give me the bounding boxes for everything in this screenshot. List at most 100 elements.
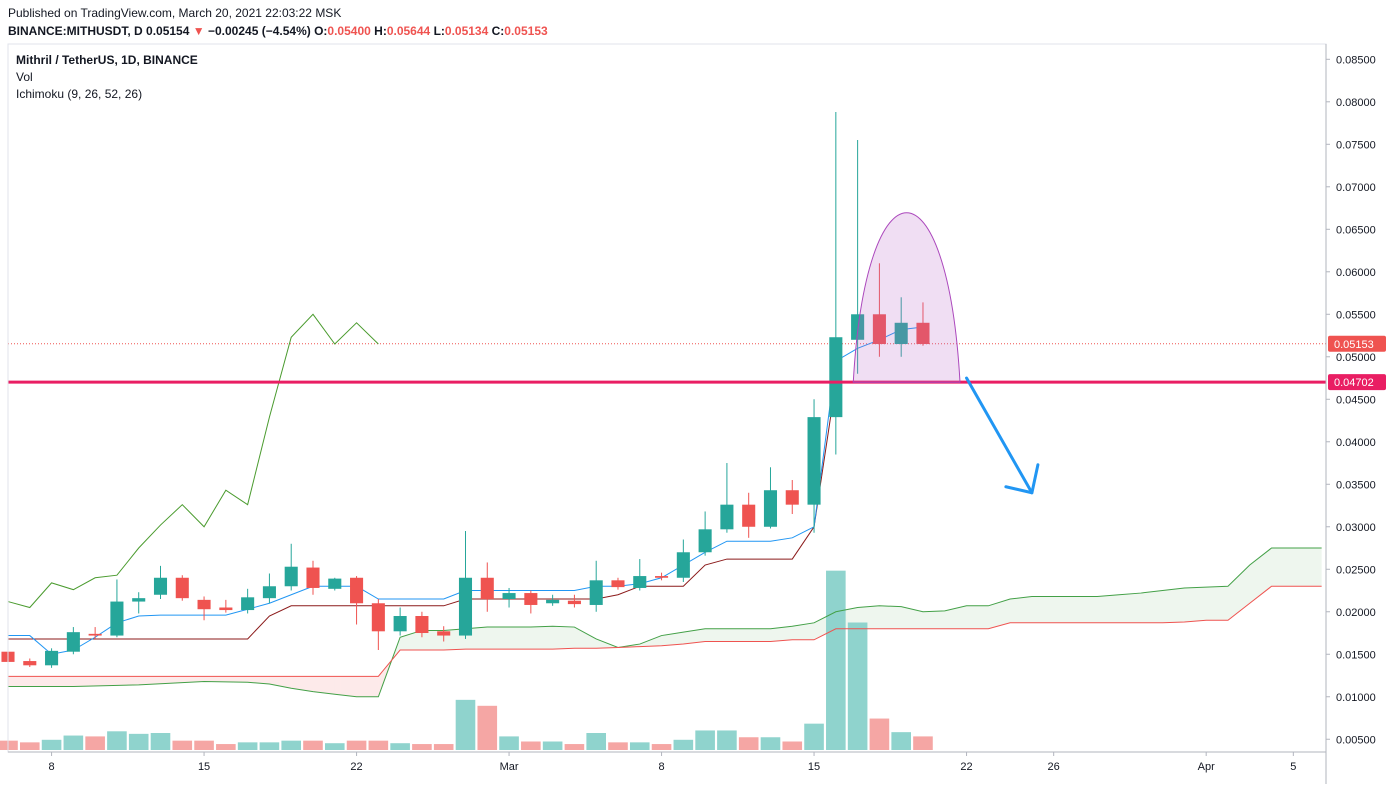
cloud-segment bbox=[792, 625, 798, 640]
cloud-segment bbox=[209, 676, 215, 682]
last-price-tag-bg bbox=[1328, 335, 1386, 352]
cloud-segment bbox=[144, 676, 150, 685]
cloud-segment bbox=[710, 628, 717, 642]
candle-body bbox=[437, 631, 451, 636]
candle-body bbox=[829, 337, 843, 418]
cloud-segment bbox=[541, 626, 548, 650]
cloud-segment bbox=[754, 628, 760, 642]
cloud-segment bbox=[574, 627, 580, 649]
cloud-segment bbox=[906, 607, 913, 629]
volume-bar bbox=[608, 742, 628, 750]
cloud-segment bbox=[694, 629, 700, 643]
cloud-segment bbox=[204, 676, 210, 682]
cloud-segment bbox=[1260, 552, 1267, 595]
legend-ichimoku[interactable]: Ichimoku (9, 26, 52, 26) bbox=[16, 87, 143, 101]
low-label: L: bbox=[433, 24, 445, 38]
cloud-segment bbox=[182, 676, 188, 683]
cloud-segment bbox=[770, 628, 776, 642]
cloud-segment bbox=[705, 628, 711, 642]
volume-bar bbox=[150, 733, 171, 750]
cloud-segment bbox=[759, 628, 766, 642]
cloud-segment bbox=[106, 676, 112, 686]
cloud-segment bbox=[579, 630, 586, 649]
cloud-segment bbox=[1151, 591, 1158, 623]
cloud-segment bbox=[1227, 580, 1234, 621]
y-tick-label: 0.06000 bbox=[1336, 267, 1376, 279]
cloud-segment bbox=[193, 676, 199, 683]
cloud-segment bbox=[242, 676, 248, 683]
candle-body bbox=[328, 578, 342, 589]
cloud-segment bbox=[84, 676, 90, 687]
cloud-segment bbox=[351, 676, 357, 697]
candle-body bbox=[45, 650, 59, 666]
candle-body bbox=[371, 603, 385, 632]
cloud-segment bbox=[944, 609, 951, 629]
cloud-segment bbox=[291, 676, 297, 690]
cloud-segment bbox=[912, 609, 918, 629]
cloud-segment bbox=[171, 676, 177, 684]
candle-body bbox=[611, 580, 625, 588]
y-tick-label: 0.07500 bbox=[1336, 139, 1376, 151]
cloud-segment bbox=[1075, 596, 1081, 623]
y-tick-label: 0.02500 bbox=[1336, 564, 1376, 576]
cloud-segment bbox=[1004, 599, 1011, 625]
cloud-segment bbox=[1113, 594, 1120, 623]
cloud-segment bbox=[1255, 556, 1261, 600]
cloud-segment bbox=[1282, 548, 1288, 587]
cloud-segment bbox=[498, 627, 504, 650]
cloud-segment bbox=[116, 676, 123, 686]
volume-bar bbox=[477, 705, 498, 750]
cloud-segment bbox=[568, 626, 575, 649]
forecast-arrow-shaft bbox=[965, 376, 1034, 495]
cloud-segment bbox=[100, 676, 107, 686]
candle-body bbox=[655, 576, 669, 578]
legend-series-title[interactable]: Mithril / TetherUS, 1D, BINANCE bbox=[16, 53, 198, 67]
cloud-segment bbox=[607, 643, 613, 648]
support-price-tag-bg bbox=[1328, 374, 1386, 391]
cloud-segment bbox=[993, 602, 1000, 628]
volume-bar bbox=[259, 742, 280, 750]
cloud-segment bbox=[590, 635, 597, 649]
candle-body bbox=[393, 616, 407, 632]
cloud-segment bbox=[323, 676, 330, 694]
cloud-segment bbox=[1015, 597, 1022, 623]
cloud-segment bbox=[1135, 593, 1141, 623]
x-tick-label: 22 bbox=[960, 761, 972, 773]
cloud-segment bbox=[939, 610, 945, 629]
cloud-segment bbox=[1266, 548, 1272, 591]
cloud-segment bbox=[1026, 596, 1032, 623]
cloud-segment bbox=[411, 632, 417, 651]
cloud-segment bbox=[1189, 587, 1196, 622]
cloud-segment bbox=[231, 676, 237, 683]
cloud-segment bbox=[1315, 548, 1321, 587]
cloud-segment bbox=[961, 605, 967, 629]
chart-legend: Mithril / TetherUS, 1D, BINANCE Vol Ichi… bbox=[16, 52, 198, 103]
candle-body bbox=[589, 580, 603, 605]
cloud-segment bbox=[187, 676, 194, 683]
cloud-segment bbox=[1010, 598, 1016, 623]
cloud-segment bbox=[732, 628, 738, 642]
cloud-segment bbox=[432, 630, 439, 651]
cloud-segment bbox=[547, 626, 553, 650]
candle-body bbox=[132, 598, 146, 602]
cloud-segment bbox=[901, 606, 907, 629]
volume-bar bbox=[738, 737, 759, 750]
cloud-segment bbox=[585, 633, 591, 649]
cloud-segment bbox=[1059, 596, 1065, 623]
legend-volume[interactable]: Vol bbox=[16, 70, 33, 84]
cloud-segment bbox=[525, 627, 531, 650]
cloud-segment bbox=[176, 676, 183, 683]
cloud-segment bbox=[775, 627, 782, 642]
x-tick-label: Apr bbox=[1198, 761, 1215, 773]
volume-bar bbox=[0, 740, 18, 750]
cloud-segment bbox=[1249, 560, 1256, 604]
candle-body bbox=[458, 577, 473, 636]
cloud-segment bbox=[563, 626, 569, 649]
volume-bar bbox=[346, 740, 367, 750]
cloud-segment bbox=[1173, 588, 1179, 623]
senkou-span-a-line bbox=[8, 547, 1322, 698]
cloud-segment bbox=[797, 624, 804, 640]
cloud-segment bbox=[1217, 586, 1223, 621]
cloud-segment bbox=[149, 676, 156, 685]
